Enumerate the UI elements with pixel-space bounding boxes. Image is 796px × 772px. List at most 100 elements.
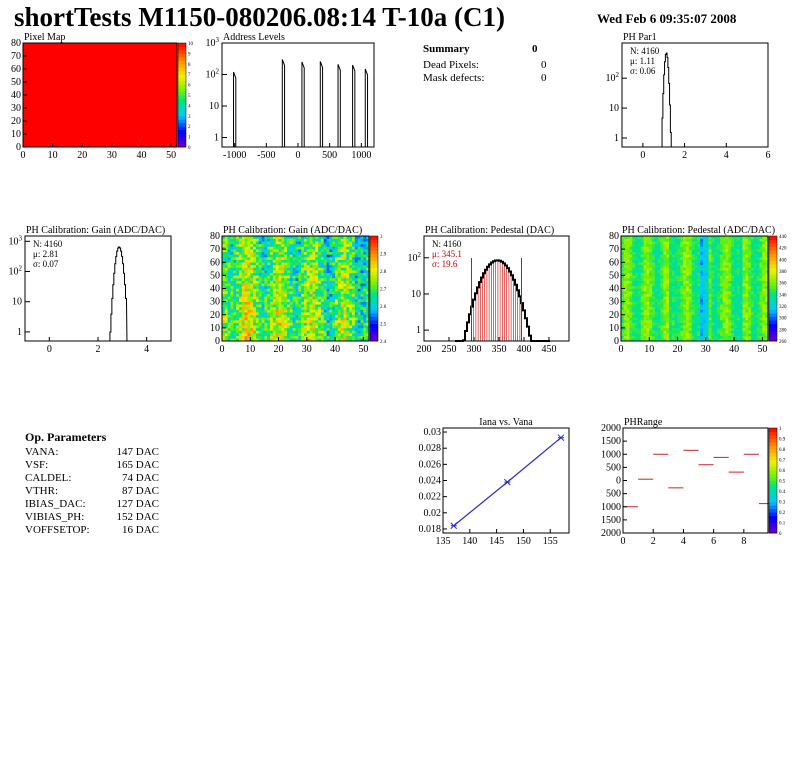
gain-map-cell: [340, 314, 344, 318]
palette-tick-label: 2: [188, 125, 191, 130]
gain-map-cell: [315, 293, 319, 297]
x-tick-label: 6: [766, 150, 771, 161]
gain-map-cell: [275, 291, 279, 295]
pedestal-map-cell: [745, 259, 749, 263]
pedestal-map-cell: [677, 293, 681, 297]
pedestal-map-cell: [748, 264, 752, 268]
palette-cell: [370, 309, 378, 314]
gain-map-cell: [253, 249, 257, 253]
gain-map-cell: [360, 333, 364, 337]
pedestal-map-cell: [643, 259, 647, 263]
gain-map-cell: [315, 272, 319, 276]
pedestal-map-cell: [736, 243, 741, 247]
pedestal-map-cell: [708, 327, 712, 331]
pedestal-map-cell: [753, 320, 757, 323]
pedestal-map-cell: [626, 320, 630, 323]
gain-map-cell: [244, 288, 248, 292]
pedestal-map-cell: [632, 267, 636, 271]
pedestal-map-cell: [745, 262, 749, 266]
pedestal-map-cell: [765, 241, 769, 245]
palette-cell: [769, 505, 777, 509]
pedestal-map-cell: [629, 296, 633, 300]
pedestal-map-cell: [748, 291, 752, 295]
pedestal-map-cell: [666, 312, 670, 316]
gain-map-cell: [241, 299, 245, 302]
gain-map-cell: [224, 264, 228, 268]
pedestal-map-cell: [686, 257, 690, 260]
gain-map-cell: [292, 301, 296, 305]
gain-map-cell: [267, 338, 271, 342]
gain-map-cell: [357, 301, 361, 305]
pedestal-map-cell: [629, 299, 633, 302]
gain-map-cell: [227, 270, 231, 274]
gain-map-cell: [224, 309, 228, 313]
x-tick-label: 10: [644, 344, 654, 355]
pedestal-map-cell: [717, 236, 721, 239]
gain-map-cell: [241, 275, 245, 279]
palette-cell: [370, 278, 378, 282]
pedestal-map-cell: [725, 309, 729, 313]
gain-map-cell: [233, 257, 237, 260]
pedestal-map-cell: [765, 280, 769, 284]
gain-map-cell: [349, 267, 353, 271]
pedestal-map-cell: [666, 327, 670, 331]
pedestal-map-cell: [736, 259, 741, 263]
pedestal-map-cell: [725, 272, 729, 276]
gain-map-cell: [278, 267, 282, 271]
pedestal-map-cell: [753, 246, 757, 250]
gain-map-cell: [354, 264, 358, 268]
pedestal-map-cell: [719, 304, 724, 308]
gain-map-cell: [253, 309, 257, 313]
gain-map-cell: [326, 317, 330, 321]
gain-map-cell: [295, 333, 299, 337]
gain-map-cell: [236, 304, 240, 308]
gain-map-cell: [332, 320, 336, 323]
pedestal-map-cell: [748, 314, 752, 318]
pedestal-map-cell: [621, 264, 625, 268]
gain-map-cell: [329, 301, 333, 305]
pedestal-map-cell: [635, 299, 639, 302]
pedestal-map-cell: [677, 280, 681, 284]
gain-map-cell: [287, 283, 291, 287]
gain-map-cell: [349, 246, 353, 250]
pedestal-map-cell: [666, 301, 670, 305]
gain-map-cell: [244, 243, 248, 247]
gain-map-cell: [270, 322, 274, 326]
pedestal-map-cell: [632, 262, 636, 266]
pedestal-map-cell: [694, 259, 698, 263]
palette-cell: [769, 463, 777, 467]
gain-map-cell: [357, 309, 361, 313]
pedestal-map-cell: [671, 236, 676, 239]
pedestal-map-cell: [669, 312, 673, 316]
gain-map-cell: [233, 333, 237, 337]
pedestal-map-cell: [722, 304, 726, 308]
pedestal-map-cell: [725, 275, 729, 279]
gain-map-cell: [349, 309, 353, 313]
gain-map-cell: [278, 306, 282, 310]
pedestal-map-cell: [626, 301, 630, 305]
pedestal-map-cell: [753, 270, 757, 274]
pedestal-map-cell: [762, 267, 766, 271]
gain-map-cell: [244, 322, 248, 326]
pedestal-map-cell: [708, 280, 712, 284]
palette-cell: [769, 295, 777, 300]
pedestal-map-cell: [640, 312, 644, 316]
pedestal-map-cell: [621, 291, 625, 295]
pedestal-map-cell: [762, 314, 766, 318]
pedestal-map-cell: [705, 270, 709, 274]
pedestal-map-cell: [680, 251, 684, 255]
gain-map-cell: [275, 288, 279, 292]
gain-map-cell: [253, 280, 257, 284]
pedestal-map-cell: [694, 291, 698, 295]
gain-map-cell: [289, 270, 293, 274]
gain-map-cell: [222, 335, 226, 339]
gain-map-cell: [233, 243, 237, 247]
gain-map-cell: [340, 262, 344, 266]
gain-map-cell: [303, 238, 308, 242]
gain-map-cell: [335, 262, 339, 266]
pedestal-map-cell: [637, 335, 642, 339]
gain-map-cell: [340, 309, 344, 313]
gain-map-cell: [253, 257, 257, 260]
pedestal-map-cell: [652, 333, 656, 337]
pedestal-map-cell: [632, 285, 636, 289]
